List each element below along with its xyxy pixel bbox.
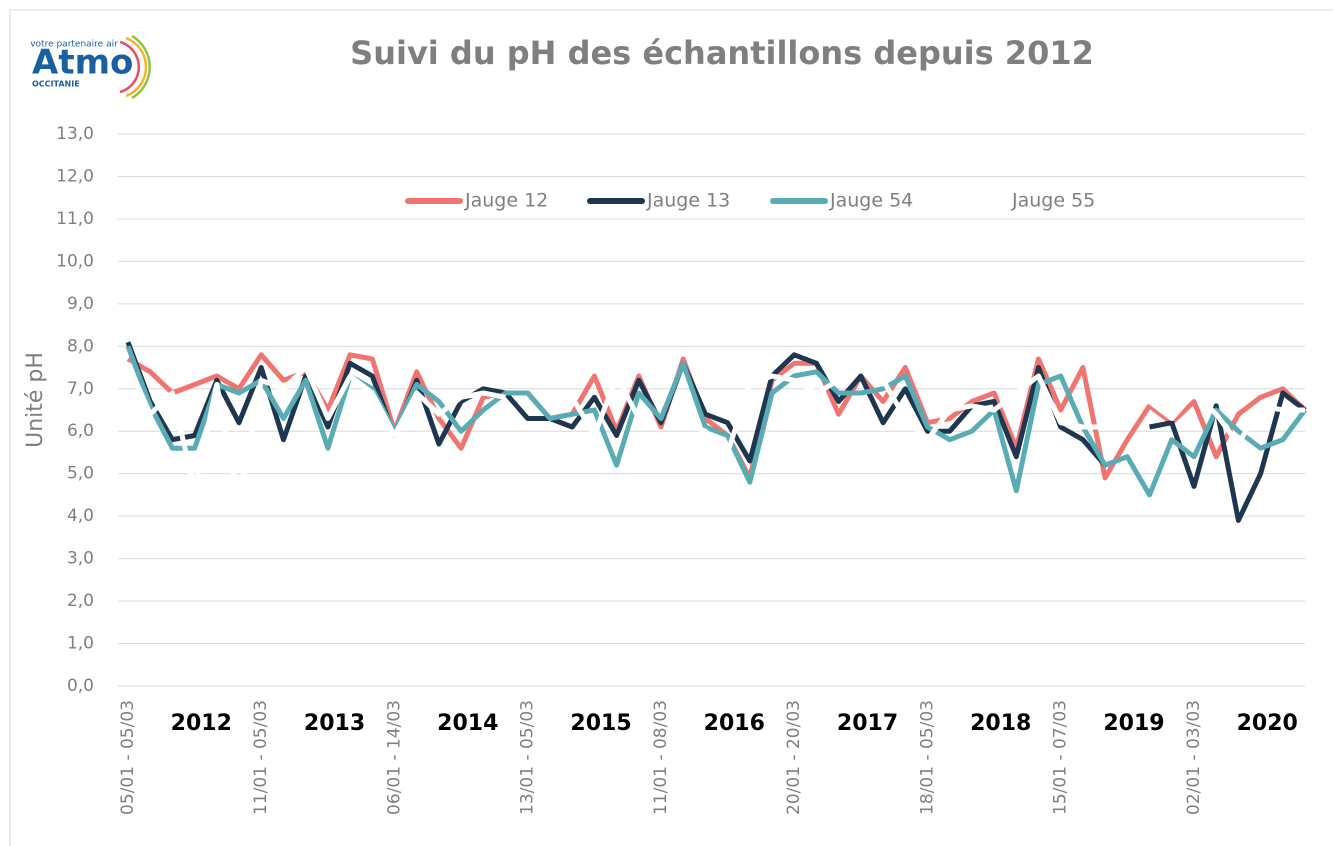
legend-label: Jauge 12 [464, 190, 548, 212]
y-tick-label: 9,0 [67, 294, 94, 314]
y-tick-label: 7,0 [67, 379, 94, 399]
logo-arc [131, 34, 151, 100]
logo-name: Atmo [32, 43, 133, 83]
year-label: 2018 [970, 711, 1031, 736]
year-label: 2020 [1237, 711, 1298, 736]
y-tick-label: 3,0 [67, 549, 94, 569]
y-tick-label: 10,0 [56, 251, 94, 271]
x-tick-label: 05/01 - 05/03 [118, 700, 138, 815]
x-tick-label: 18/01 - 05/03 [917, 700, 937, 815]
series-line [126, 352, 1307, 481]
x-tick-label: 13/01 - 05/03 [518, 700, 538, 815]
y-tick-label: 0,0 [67, 676, 94, 696]
y-tick-label: 11,0 [56, 209, 94, 229]
legend-label: Jauge 55 [1011, 190, 1095, 212]
logo-arc [119, 40, 141, 94]
y-tick-label: 12,0 [56, 166, 94, 186]
logo-tagline: votre partenaire air [30, 40, 118, 50]
legend-label: Jauge 54 [829, 190, 913, 212]
x-tick-label: 11/01 - 05/03 [251, 700, 271, 815]
y-tick-label: 5,0 [67, 464, 94, 484]
x-tick-label: 11/01 - 08/03 [651, 700, 671, 815]
y-tick-label: 13,0 [56, 124, 94, 144]
y-tick-label: 6,0 [67, 421, 94, 441]
x-tick-label: 06/01 - 14/03 [384, 700, 404, 815]
x-tick-label: 20/01 - 20/03 [784, 700, 804, 815]
y-tick-label: 4,0 [67, 506, 94, 526]
x-tick-label: 02/01 - 03/03 [1184, 700, 1204, 815]
year-label: 2015 [570, 711, 631, 736]
y-tick-label: 1,0 [67, 634, 94, 654]
series-line [125, 345, 1308, 498]
year-label: 2014 [437, 711, 498, 736]
year-label: 2016 [704, 711, 765, 736]
chart-frame [9, 9, 1333, 846]
logo-arc [125, 36, 148, 98]
series-line [125, 341, 1307, 523]
y-axis-label: Unité pH [23, 352, 48, 448]
legend-label: Jauge 13 [646, 190, 730, 212]
year-label: 2012 [171, 711, 232, 736]
series-line [125, 362, 1305, 506]
chart-title: Suivi du pH des échantillons depuis 2012 [350, 34, 1094, 72]
year-label: 2013 [304, 711, 365, 736]
logo-region: OCCITANIE [32, 80, 80, 89]
x-tick-label: 15/01 - 07/03 [1051, 700, 1071, 815]
year-label: 2017 [837, 711, 898, 736]
logo: votre partenaire air Atmo OCCITANIE [30, 34, 151, 100]
y-tick-label: 8,0 [67, 336, 94, 356]
year-label: 2019 [1103, 711, 1164, 736]
y-tick-label: 2,0 [67, 591, 94, 611]
